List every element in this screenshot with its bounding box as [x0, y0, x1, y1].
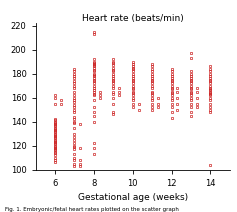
- X-axis label: Gestational age (weeks): Gestational age (weeks): [78, 193, 188, 202]
- Title: Heart rate (beats/min): Heart rate (beats/min): [82, 14, 184, 22]
- Text: Fig. 1. Embryonic/fetal heart rates plotted on the scatter graph: Fig. 1. Embryonic/fetal heart rates plot…: [5, 207, 179, 212]
